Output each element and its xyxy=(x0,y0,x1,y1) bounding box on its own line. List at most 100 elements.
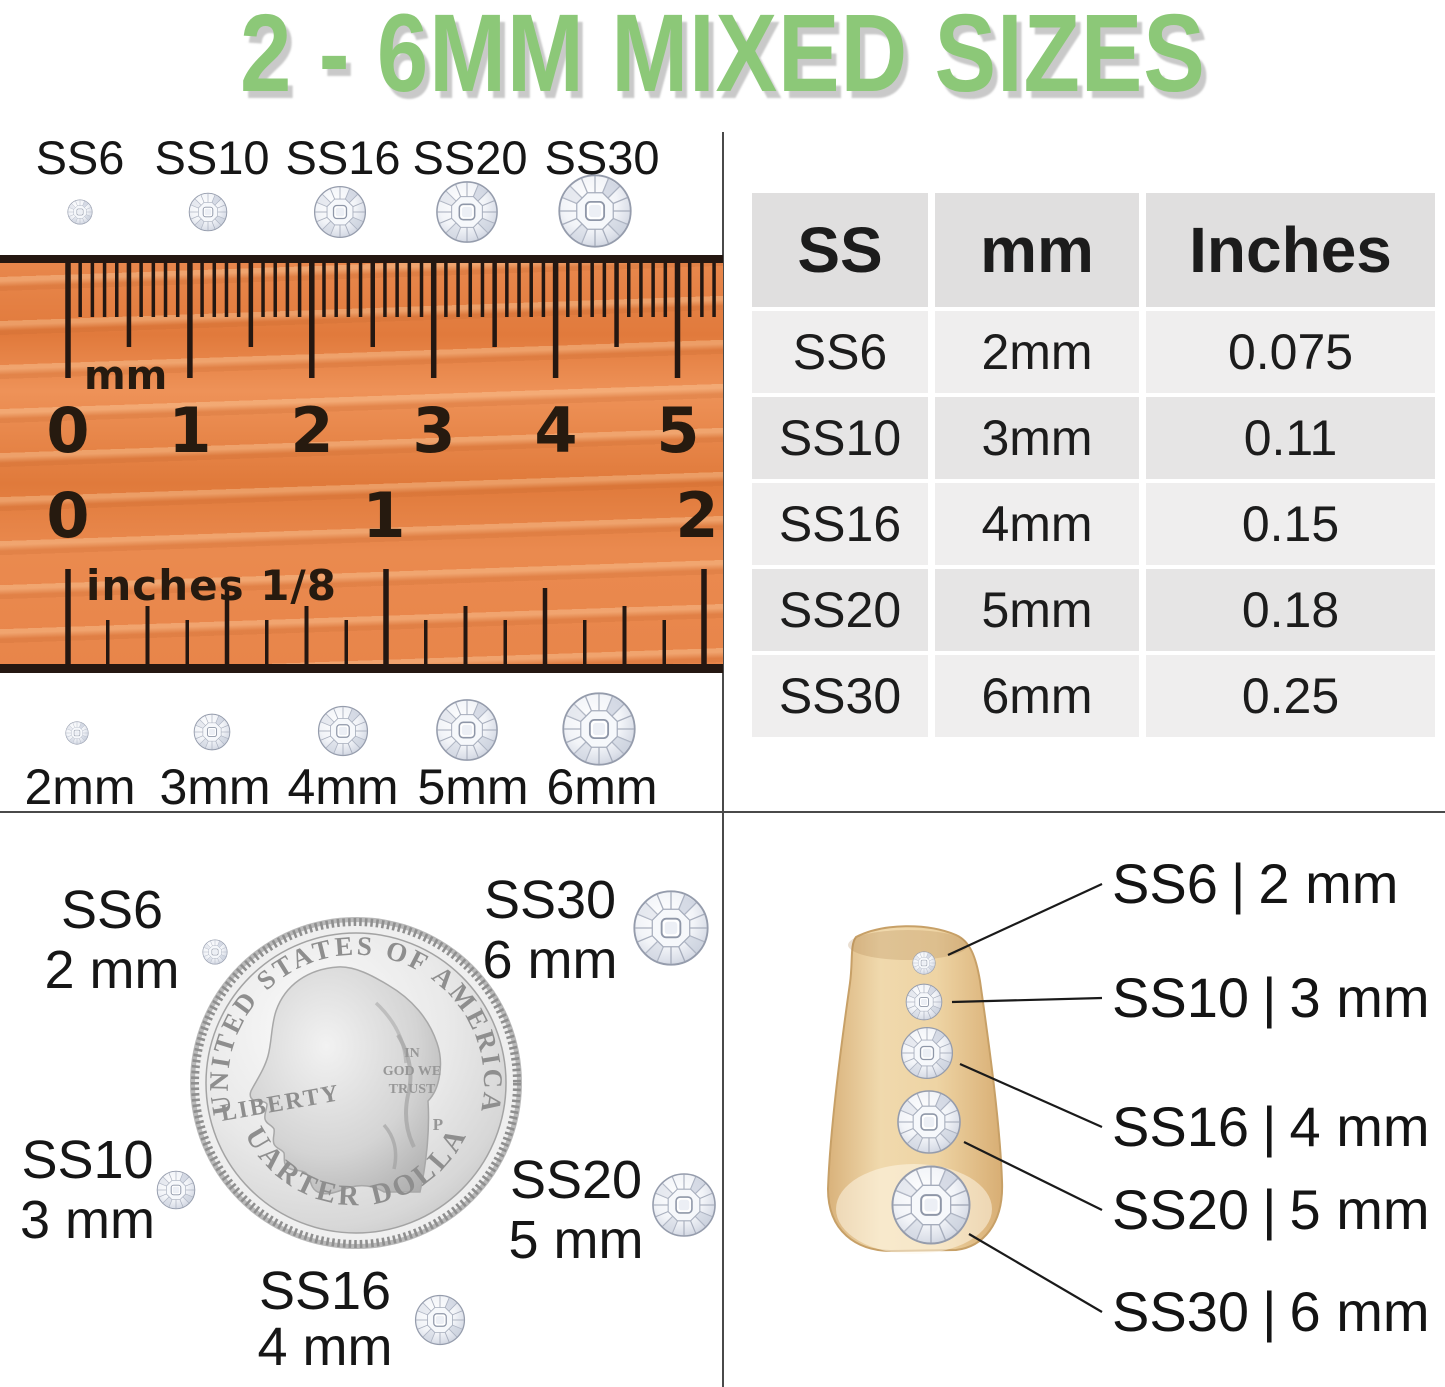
rhinestone-icon xyxy=(317,705,369,757)
nail-label-mm: 6 mm xyxy=(1289,1280,1430,1343)
table-cell: 0.25 xyxy=(1146,655,1435,737)
ruler: mm 0 1 2 3 4 5 0 1 2 inches 1/8 xyxy=(0,255,723,673)
ruler-inch-number: 0 xyxy=(46,479,90,552)
nail-label-ss: SS30 xyxy=(1112,1280,1249,1343)
nail-label-mm: 5 mm xyxy=(1289,1178,1430,1241)
ss-size-label: SS16 xyxy=(285,131,401,184)
nail-shape xyxy=(826,925,1004,1253)
ruler-mm-number: 1 xyxy=(168,394,212,467)
nail-label-mm: 3 mm xyxy=(1289,966,1430,1029)
nail-label-ss: SS6 xyxy=(1112,852,1218,915)
rhinestone-icon xyxy=(651,1172,717,1238)
rhinestone-icon xyxy=(435,698,499,762)
ruler-inches-unit-label: inches 1/8 xyxy=(86,561,337,610)
hair-queue-line xyxy=(382,1123,398,1170)
ss-size-label: SS10 xyxy=(154,131,270,184)
rhinestone-icon xyxy=(313,185,367,239)
coin-stone-label-ss: SS20 xyxy=(509,1150,643,1210)
mm-size-label: 2mm xyxy=(24,759,136,815)
table-cell: 4mm xyxy=(935,483,1139,565)
leader-line-ss30 xyxy=(968,1233,1103,1313)
quarter-coin: UNITED STATES OF AMERICA QUARTER DOLLAR … xyxy=(188,915,522,1249)
leader-lines xyxy=(947,883,1103,1313)
coin-stone-label-ss: SS6 xyxy=(60,880,164,940)
table-cell: 0.11 xyxy=(1146,397,1435,479)
coin-stone-label-mm: 3 mm xyxy=(20,1190,155,1250)
rhinestone-icon xyxy=(67,199,93,225)
coin-stone-label-mm: 6 mm xyxy=(482,930,618,990)
ss-size-label: SS20 xyxy=(412,131,528,184)
table-cell: 0.15 xyxy=(1146,483,1435,565)
nail-label-mm: 4 mm xyxy=(1289,1095,1430,1158)
nail-label-ss: SS20 xyxy=(1112,1178,1249,1241)
table-cell: 6mm xyxy=(935,655,1139,737)
ruler-inch-number: 1 xyxy=(362,479,406,552)
table-cell: SS16 xyxy=(752,483,928,565)
coin-stone-label-ss: SS30 xyxy=(483,870,617,930)
page-title-text: 2 - 6MM MIXED SIZES xyxy=(239,0,1206,115)
coin-motto-line: IN xyxy=(404,1046,420,1061)
coin-stone-label-ss: SS10 xyxy=(21,1130,154,1190)
leader-line-ss16 xyxy=(959,1062,1103,1129)
mm-size-label: 6mm xyxy=(546,759,658,815)
nail-stone-label-ss16: SS16 | 4 mm xyxy=(1112,1093,1430,1161)
table-cell: 2mm xyxy=(935,311,1139,393)
nail-label-mm: 2 mm xyxy=(1258,852,1399,915)
nail-label-separator: | xyxy=(1262,1280,1277,1343)
ruler-mm-number: 4 xyxy=(534,394,578,467)
hair-curl-line xyxy=(374,1001,408,1064)
table-header-ss: SS xyxy=(752,193,928,307)
table-header-mm: mm xyxy=(935,193,1139,307)
rhinestone-icon xyxy=(65,721,89,745)
coin-stone-label-ss30: SS30 6 mm xyxy=(450,870,650,990)
ruler-mm-unit-label: mm xyxy=(84,353,168,399)
table-cell: 5mm xyxy=(935,569,1139,651)
nail-stone-label-ss20: SS20 | 5 mm xyxy=(1112,1176,1430,1244)
mm-size-label: 5mm xyxy=(417,759,529,815)
ruler-mm-number: 0 xyxy=(46,394,90,467)
ruler-inch-number: 2 xyxy=(675,479,719,552)
rhinestone-icon xyxy=(188,192,228,232)
coin-stone-label-mm: 2 mm xyxy=(44,940,180,1000)
nail-label-ss: SS10 xyxy=(1112,966,1249,1029)
table-header-inches: Inches xyxy=(1146,193,1435,307)
rhinestone-icon xyxy=(632,889,710,967)
nail-stone-label-ss10: SS10 | 3 mm xyxy=(1112,964,1430,1032)
mm-size-label: 3mm xyxy=(159,759,271,815)
nail-label-ss: SS16 xyxy=(1112,1095,1249,1158)
horizontal-divider xyxy=(0,811,1445,813)
rhinestone-icon xyxy=(435,180,499,244)
mm-size-label: 4mm xyxy=(287,759,399,815)
rhinestone-icon xyxy=(561,691,637,767)
coin-stone-label-ss16: SS16 4 mm xyxy=(225,1263,425,1375)
coin-mint-mark: P xyxy=(433,1115,443,1134)
table-cell: SS20 xyxy=(752,569,928,651)
table-cell: 0.18 xyxy=(1146,569,1435,651)
ss-size-label: SS6 xyxy=(35,131,125,184)
size-conversion-table: SS mm Inches SS6 2mm 0.075 SS10 3mm 0.11… xyxy=(752,193,1435,737)
leader-line-ss6 xyxy=(947,883,1103,956)
coin-stone-label-mm: 4 mm xyxy=(257,1317,393,1377)
ruler-mm-number: 5 xyxy=(656,394,700,467)
coin-motto-line: GOD WE xyxy=(383,1064,441,1079)
nail-label-separator: | xyxy=(1230,852,1246,915)
table-cell: SS6 xyxy=(752,311,928,393)
coin-stone-label-ss: SS16 xyxy=(258,1261,392,1321)
coin-stone-label-ss6: SS6 2 mm xyxy=(12,880,212,1000)
page-title: 2 - 6MM MIXED SIZES xyxy=(0,0,1445,115)
coin-stone-label-mm: 5 mm xyxy=(508,1210,644,1270)
leader-line-ss20 xyxy=(963,1141,1103,1211)
ruler-mm-number: 2 xyxy=(290,394,334,467)
nail-stone-label-ss6: SS6 | 2 mm xyxy=(1112,850,1398,918)
table-cell: 3mm xyxy=(935,397,1139,479)
nail-label-separator: | xyxy=(1262,1095,1277,1158)
rhinestone-icon xyxy=(557,173,633,249)
nail-tip-shading xyxy=(848,930,968,960)
table-cell: 0.075 xyxy=(1146,311,1435,393)
leader-line-ss10 xyxy=(951,996,1103,1004)
nail-stone-label-ss30: SS30 | 6 mm xyxy=(1112,1278,1430,1346)
coin-motto-line: TRUST xyxy=(389,1082,436,1097)
nail-label-separator: | xyxy=(1262,966,1277,1029)
nail-label-separator: | xyxy=(1262,1178,1277,1241)
